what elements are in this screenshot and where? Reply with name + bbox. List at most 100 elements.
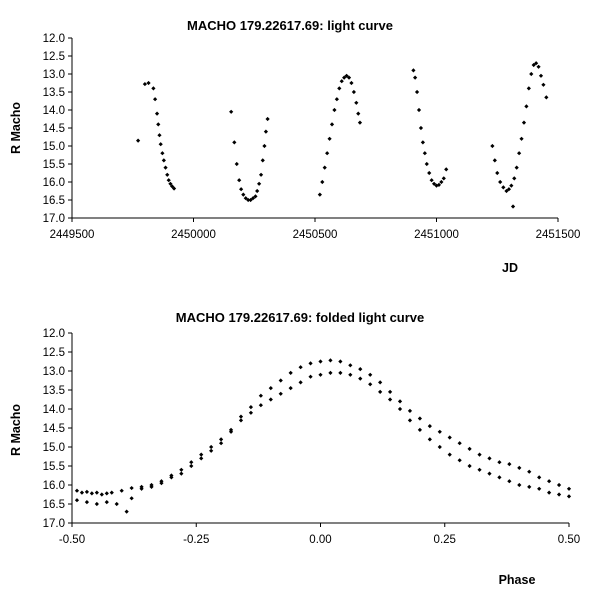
folded-light-curve-data-point — [99, 492, 104, 497]
light-curve-data-point — [436, 182, 442, 187]
light-curve-data-point — [161, 158, 166, 163]
folded-light-curve-data-point — [278, 391, 283, 396]
light-curve-data-point — [157, 133, 162, 138]
light-curve-y-tick-label: 16.5 — [43, 195, 65, 207]
folded-light-curve-data-point — [338, 370, 343, 375]
folded-light-curve-data-point — [427, 424, 432, 429]
light-curve-data-point — [492, 158, 497, 163]
folded-light-curve-y-tick-label: 14.0 — [43, 404, 65, 416]
light-curve-data-point — [536, 64, 541, 69]
folded-light-curve-data-point — [417, 427, 422, 432]
light-curve-data-point — [171, 186, 177, 191]
light-curve-data-point — [356, 111, 361, 116]
folded-light-curve-data-point — [348, 363, 353, 368]
folded-light-curve-x-label: Phase — [499, 573, 536, 587]
folded-light-curve-data-point — [397, 399, 403, 404]
folded-light-curve-y-tick-label: 12.0 — [43, 328, 65, 340]
folded-light-curve-y-tick-label: 15.0 — [43, 442, 65, 454]
folded-light-curve-x-tick-label: 0.00 — [309, 534, 331, 546]
folded-light-curve-data-point — [119, 488, 124, 493]
folded-light-curve-data-point — [556, 482, 562, 488]
light-curve-data-point — [524, 104, 529, 109]
light-curve-chart: MACHO 179.22617.69: light curve R Macho … — [9, 18, 580, 275]
folded-light-curve-data-point — [109, 490, 114, 495]
light-curve-y-tick-label: 13.0 — [43, 69, 65, 81]
light-curve-data-point — [514, 165, 519, 170]
light-curve-y-tick-label: 15.5 — [43, 159, 65, 171]
folded-light-curve-data-point — [258, 403, 263, 408]
light-curve-data-point — [325, 151, 330, 156]
folded-light-curve-data-point — [248, 410, 254, 415]
light-curve-data-point — [229, 109, 234, 114]
light-curve-data-point — [512, 176, 517, 181]
folded-light-curve-data-point — [328, 358, 333, 363]
folded-light-curve-data-point — [437, 444, 442, 450]
light-curve-x-tick-label: 2449500 — [50, 229, 95, 241]
light-curve-data-point — [418, 125, 424, 131]
folded-light-curve-data-point — [209, 444, 214, 450]
folded-light-curve-data-point — [547, 479, 552, 484]
folded-light-curve-data-point — [199, 456, 204, 461]
light-curve-data-point — [322, 165, 327, 170]
folded-light-curve-data-point — [228, 429, 234, 434]
light-curve-data-point — [420, 140, 425, 145]
folded-light-curve-data-point — [457, 441, 462, 446]
folded-light-curve-data-point — [248, 405, 254, 410]
light-curve-data-point — [257, 181, 262, 186]
light-curve-data-point — [342, 75, 347, 80]
light-curve-data-point — [529, 71, 534, 77]
folded-light-curve-data-point — [517, 482, 522, 488]
light-curve-data-point — [424, 161, 429, 167]
folded-light-curve-x-tick-label: -0.25 — [183, 534, 209, 546]
light-curve-data-point — [541, 82, 546, 87]
folded-light-curve-data-point — [457, 458, 462, 463]
folded-light-curve-data-point — [268, 386, 273, 391]
folded-light-curve-data-point — [308, 361, 313, 366]
folded-light-curve-data-point — [556, 492, 562, 497]
light-curve-data-point — [146, 80, 151, 86]
folded-light-curve-data-point — [487, 456, 492, 461]
folded-light-curve-data-point — [407, 408, 413, 413]
folded-light-curve-data-point — [417, 416, 422, 421]
light-curve-data-point — [441, 176, 446, 181]
light-curve-data-point — [414, 89, 420, 95]
folded-light-curve-data-point — [527, 484, 532, 489]
folded-light-curve-data-point — [487, 471, 492, 476]
folded-light-curve-data-point — [74, 498, 80, 503]
light-curve-data-point — [168, 181, 173, 186]
light-curve-data-point — [166, 178, 171, 183]
light-curve-data-point — [165, 172, 170, 177]
light-curve-data-point — [411, 68, 416, 73]
folded-light-curve-data-point — [318, 359, 323, 364]
light-curve-data-point — [354, 100, 359, 105]
folded-light-curve-y-tick-label: 15.5 — [43, 461, 65, 473]
folded-light-curve-data-point — [358, 367, 363, 372]
folded-light-curve-data-point — [566, 486, 572, 491]
folded-light-curve-data-point — [378, 380, 383, 385]
light-curve-data-point — [246, 197, 251, 203]
folded-light-curve-data-point — [467, 446, 472, 451]
light-curve-data-point — [262, 143, 267, 149]
folded-light-curve-data-point — [124, 509, 129, 514]
folded-light-curve-data-point — [348, 372, 353, 377]
light-curve-data-point — [531, 62, 536, 68]
folded-light-curve-data-point — [537, 475, 542, 480]
folded-light-curve-data-point — [139, 486, 144, 491]
light-curve-y-tick-label: 12.5 — [43, 51, 65, 63]
folded-light-curve-data-point — [278, 378, 283, 383]
light-curve-data-point — [158, 142, 163, 147]
folded-light-curve-data-point — [288, 370, 293, 375]
folded-light-curve-data-point — [79, 490, 85, 495]
folded-light-curve-data-point — [437, 429, 442, 434]
folded-light-curve-data-point — [104, 491, 109, 496]
light-curve-data-point — [427, 170, 432, 176]
light-curve-data-point — [357, 120, 363, 125]
light-curve-data-point — [248, 197, 253, 203]
light-curve-x-tick-label: 2451000 — [414, 229, 459, 241]
light-curve-data-point — [506, 187, 512, 192]
folded-light-curve-data-point — [477, 467, 482, 472]
folded-light-curve-data-point — [189, 463, 194, 469]
light-curve-data-point — [258, 172, 264, 177]
folded-light-curve-data-point — [507, 479, 512, 484]
folded-light-curve-data-point — [447, 435, 452, 440]
